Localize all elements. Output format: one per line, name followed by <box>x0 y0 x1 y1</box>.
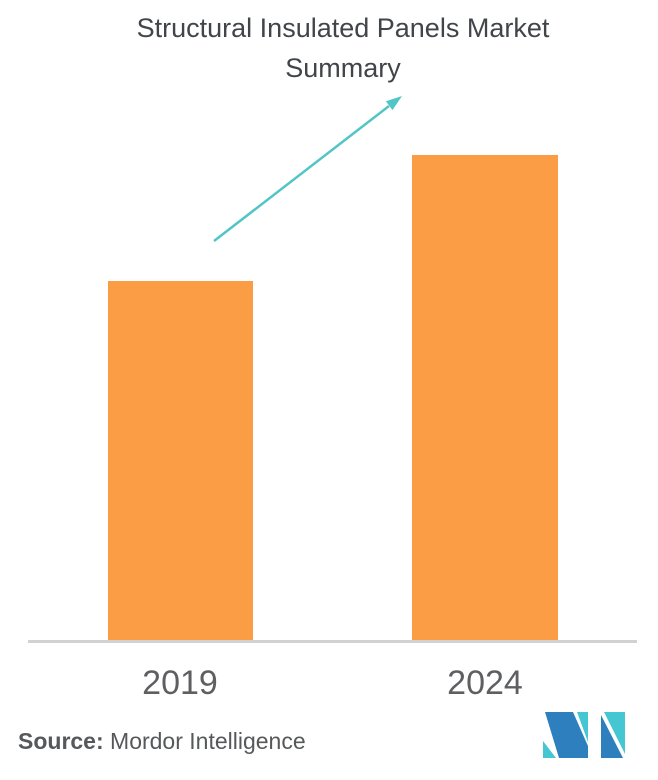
bar-2024 <box>412 155 558 641</box>
chart-title: Structural Insulated Panels Market Summa… <box>136 13 550 83</box>
x-axis-label-2024: 2024 <box>447 664 523 702</box>
mordor-intelligence-logo <box>543 712 625 758</box>
source-attribution: Source: Mordor Intelligence <box>18 728 306 755</box>
growth-trend-arrow-icon <box>213 96 402 242</box>
source-value: Mordor Intelligence <box>103 728 306 754</box>
bar-2019 <box>108 281 253 641</box>
x-axis-line <box>28 640 637 643</box>
x-axis-label-2019: 2019 <box>142 664 218 702</box>
source-label: Source: <box>18 728 104 754</box>
